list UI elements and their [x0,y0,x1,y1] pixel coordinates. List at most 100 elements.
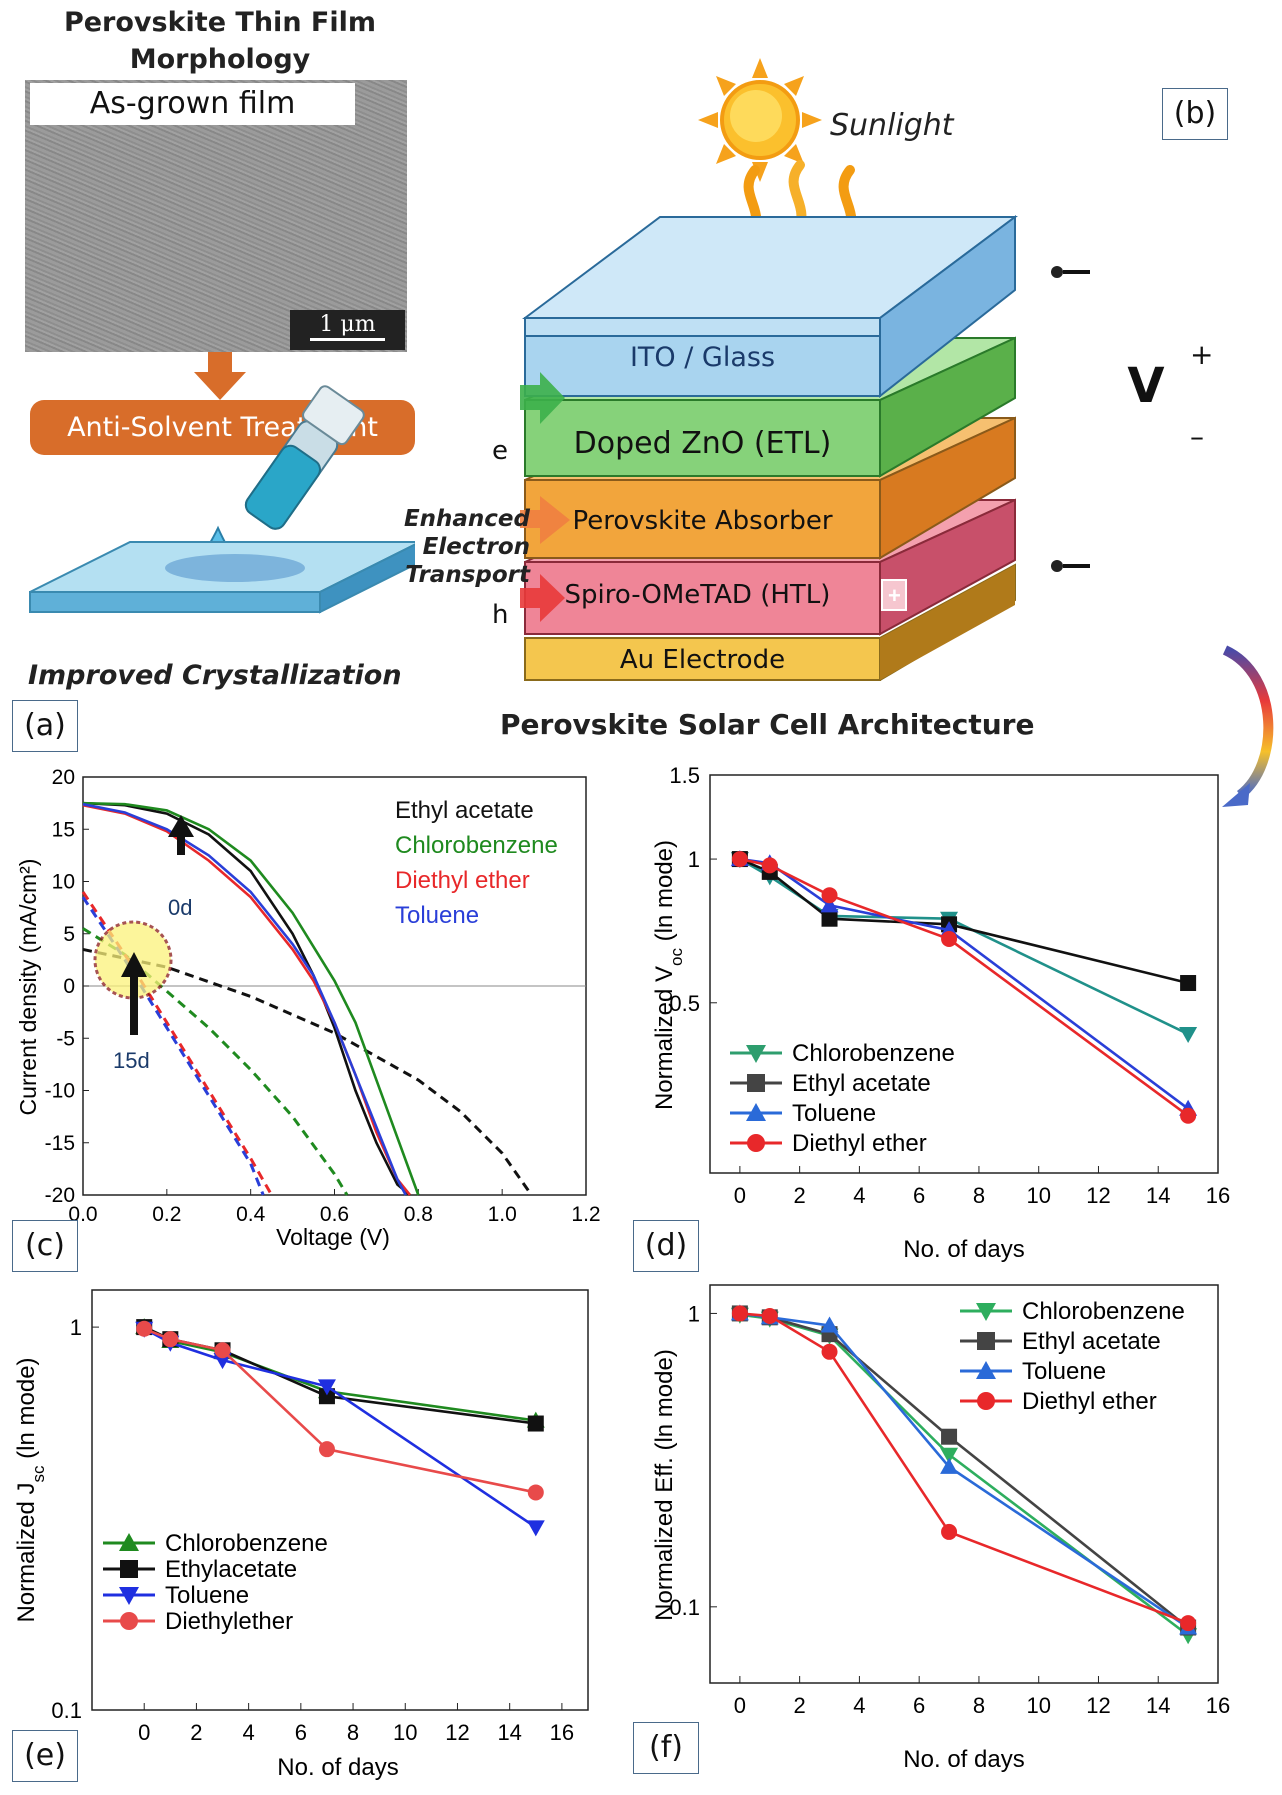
d-series-1-point [1180,975,1197,992]
e-ytick-label: 1 [70,1315,82,1340]
f-xtick-label: 12 [1086,1693,1110,1718]
f-legend-marker-2 [976,1361,996,1379]
e-series-3-point [318,1441,335,1458]
d-ytick-label: 1 [688,847,700,872]
c-ytick-label: -10 [45,1080,75,1103]
c-ytick-label: 15 [52,818,75,841]
e-legend-marker-3 [120,1612,138,1630]
d-xtick-label: 12 [1086,1183,1110,1208]
c-ytick-label: 20 [52,766,75,789]
c-legend-2: Diethyl ether [395,867,530,894]
layer-au: Au Electrode [619,645,786,675]
c-xtick-label: 1.2 [571,1203,600,1226]
e-legend-marker-0 [119,1533,139,1551]
svg-text:+: + [888,583,901,608]
f-series-3-point [1180,1615,1197,1632]
e-xtick-label: 10 [393,1720,417,1745]
c-legend-3: Toluene [395,902,479,929]
e-series-1-point [318,1388,335,1405]
arrow-15d-icon [121,952,147,1035]
substrate-side [29,591,321,613]
c-xtick-label: 0.6 [320,1203,349,1226]
f-series-1-point [941,1428,958,1445]
device-stack: + [520,215,1090,681]
e-legend-marker-2 [119,1587,139,1605]
d-series-3-point [941,931,958,948]
f-ytick-label: 0.1 [669,1595,700,1620]
e-xtick-label: 2 [190,1720,202,1745]
e-legend-label-2: Toluene [165,1582,249,1609]
pipette-icon [244,385,365,530]
d-xtick-label: 6 [913,1183,925,1208]
e-xtick-label: 4 [243,1720,255,1745]
electron-label: e [492,436,508,466]
f-series-3-line [739,1312,1189,1625]
minus-label: – [1190,420,1204,453]
d-series-3-point [731,851,748,868]
d-legend-marker-2 [746,1103,766,1121]
e-xtick-label: 6 [295,1720,307,1745]
f-legend-label-1: Ethyl acetate [1022,1328,1161,1355]
e-legend-label-1: Ethylacetate [165,1556,297,1583]
scale-bar-box [290,310,405,350]
chart-c-ylabel: Current density (mA/cm²) [15,859,41,1116]
f-xtick-label: 4 [853,1693,865,1718]
c-ytick-label: -20 [45,1184,75,1207]
layer-htl: Spiro-OMeTAD (HTL) [564,580,831,610]
f-series-3-point [731,1305,748,1322]
c-legend-0: Ethyl acetate [395,797,534,824]
f-series-2-line [739,1312,1189,1629]
f-legend-label-0: Chlorobenzene [1022,1298,1185,1325]
e-xtick-label: 14 [497,1720,521,1745]
panel-a-title: Perovskite Thin Film Morphology [40,4,400,78]
f-legend-label-3: Diethyl ether [1022,1388,1157,1415]
d-ytick-label: 0.5 [669,991,700,1016]
f-series-3-point [821,1343,838,1360]
panel-label-c: (c) [12,1220,78,1272]
c-ytick-label: 0 [63,975,75,998]
e-ytick-label: 0.1 [51,1698,82,1723]
label-0d: 0d [168,895,192,920]
d-ytick-label: 1.5 [669,765,700,788]
chart-e-xlabel: No. of days [277,1754,398,1781]
e-series-0-line [143,1325,536,1422]
sunlight-label: Sunlight [830,108,954,143]
f-legend-label-2: Toluene [1022,1358,1106,1385]
e-series-2-line [143,1327,537,1529]
e-xtick-label: 12 [445,1720,469,1745]
d-xtick-label: 2 [794,1183,806,1208]
d-legend-label-1: Ethyl acetate [792,1070,931,1097]
layer-ito: ITO / Glass [629,342,776,373]
d-series-1-point [821,910,838,927]
d-xtick-label: 10 [1026,1183,1050,1208]
d-series-2-point [820,896,839,913]
curved-arrow-icon [1222,645,1274,807]
enhanced-line1: Enhanced [403,506,530,532]
c-series-0-0d [82,801,411,1196]
f-series-1-line [739,1312,1189,1629]
e-xtick-label: 16 [550,1720,574,1745]
c-series-1-0d [82,801,420,1196]
enhanced-line2: Electron [422,534,530,560]
c-ytick-label: -5 [56,1027,75,1050]
chart-d: 0 2 4 6 8 10 12 14 16 0.5 1 1.5 Chlorobenzene Ethyl … [651,765,1230,1263]
e-legend-marker-1 [120,1560,138,1578]
c-xtick-label: 0.2 [152,1203,181,1226]
d-series-0-point [1179,1027,1198,1044]
f-xtick-label: 0 [734,1693,746,1718]
pipette-drop-illustration [29,385,415,614]
chart-f-frame [709,1284,1219,1684]
chart-d-xlabel: No. of days [903,1236,1024,1263]
f-series-2-point [820,1316,839,1333]
f-legend-marker-1 [977,1332,995,1350]
panel-label-d: (d) [633,1220,699,1272]
panel-label-a: (a) [12,700,78,752]
f-xtick-label: 10 [1026,1693,1050,1718]
f-series-2-point [940,1457,959,1474]
d-legend-label-3: Diethyl ether [792,1130,927,1157]
e-series-2-point [213,1353,232,1370]
panel-label-f: (f) [633,1722,699,1774]
d-xtick-label: 0 [734,1183,746,1208]
f-xtick-label: 2 [794,1693,806,1718]
d-series-1-line [739,857,1189,985]
